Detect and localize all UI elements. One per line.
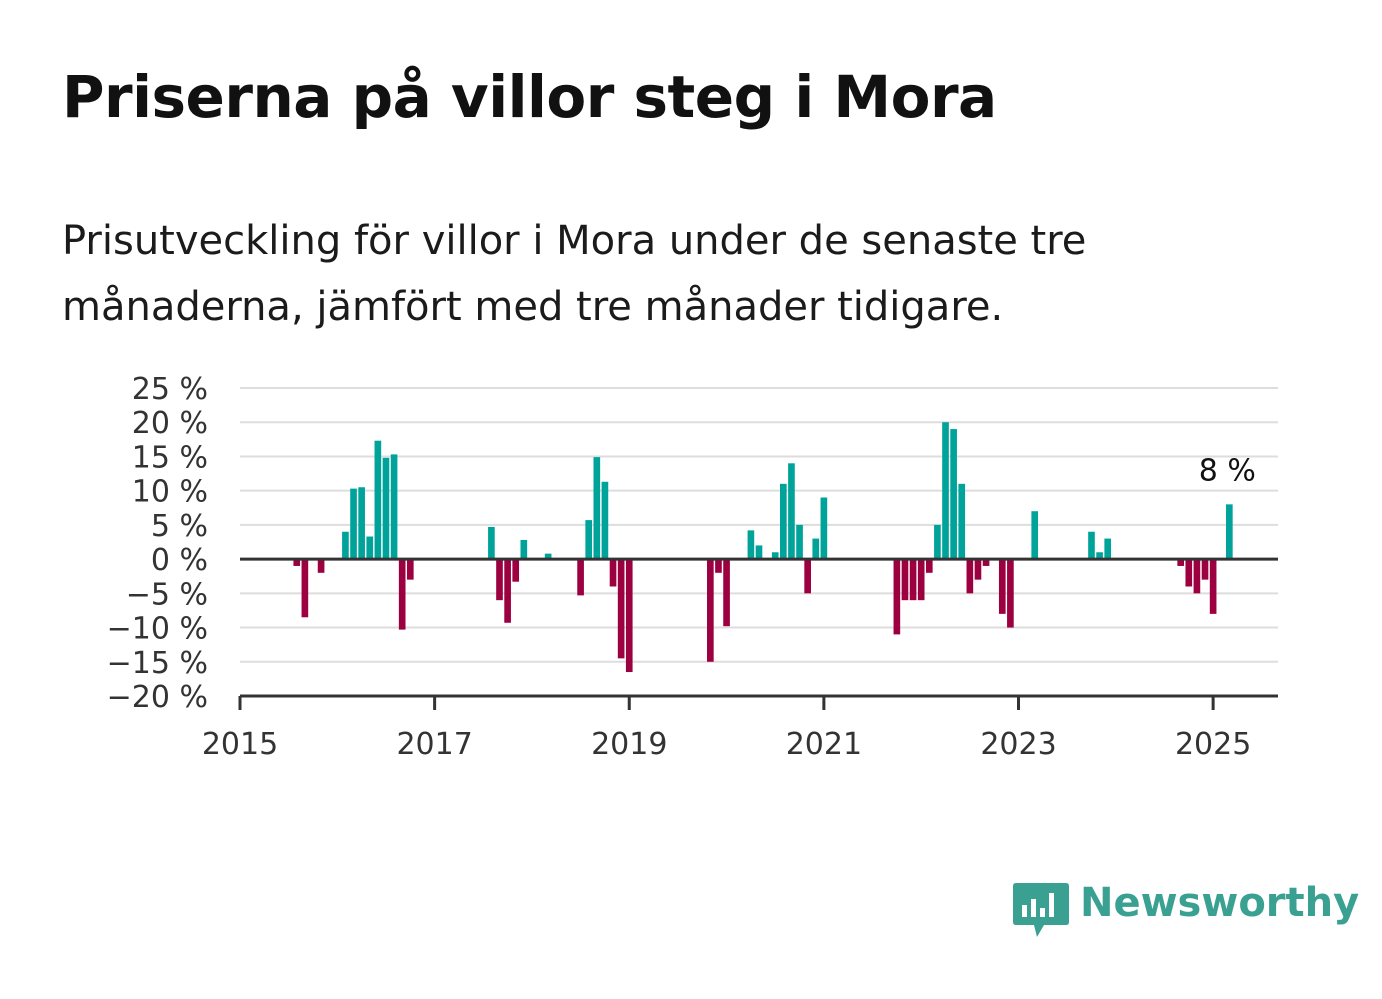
y-tick-label: −15 % (107, 646, 208, 681)
bar (1031, 511, 1039, 560)
bar (1088, 531, 1095, 560)
bar (317, 559, 325, 573)
bar (488, 526, 495, 560)
bar (406, 559, 414, 580)
y-tick-label: 20 % (132, 406, 208, 441)
bar (585, 520, 593, 560)
y-axis-ticks: 25 %20 %15 %10 %5 %0 %−5 %−10 %−15 %−20 … (107, 372, 208, 715)
bar (577, 559, 584, 596)
bar (771, 552, 779, 560)
bar (1185, 559, 1193, 587)
bar (1209, 559, 1217, 614)
bar (390, 454, 398, 560)
bar (1177, 559, 1185, 566)
bar (812, 538, 820, 560)
bar (966, 559, 974, 594)
grid-lines (240, 387, 1278, 663)
bar (755, 545, 763, 560)
bar (723, 559, 730, 627)
bar (715, 559, 722, 573)
bar (934, 524, 941, 560)
bar (496, 559, 503, 601)
bar (301, 559, 309, 618)
bar (601, 481, 609, 560)
bars (293, 422, 1233, 673)
axes (240, 557, 1278, 698)
y-tick-label: 10 % (132, 475, 208, 510)
bar (901, 559, 909, 601)
bar (617, 559, 625, 659)
bar (625, 559, 633, 673)
bar (1007, 559, 1014, 628)
x-tick-label: 2015 (202, 727, 278, 762)
bar (982, 559, 990, 566)
chart-subtitle: Prisutveckling för villor i Mora under d… (62, 218, 1087, 330)
bar (942, 422, 949, 560)
bar (998, 559, 1006, 614)
y-tick-label: 0 % (151, 543, 208, 578)
bar (707, 559, 714, 662)
bar (342, 531, 349, 560)
bar (593, 457, 601, 560)
bar (950, 429, 957, 560)
x-tick-label: 2017 (396, 727, 472, 762)
bar (293, 559, 301, 566)
bar (1201, 559, 1209, 580)
bar (366, 536, 374, 560)
bar (398, 559, 406, 630)
bar-chart-speech-bubble-icon (1013, 883, 1069, 937)
bar (520, 539, 528, 560)
chart-title: Priserna på villor steg i Mora (62, 63, 997, 131)
x-tick-label: 2023 (980, 727, 1056, 762)
y-tick-label: −20 % (107, 680, 208, 715)
bar (925, 559, 933, 573)
y-tick-label: −5 % (126, 577, 208, 612)
bar (958, 483, 966, 560)
y-tick-label: −10 % (107, 612, 208, 647)
y-tick-label: 15 % (132, 440, 208, 475)
bar (893, 559, 901, 635)
bar (747, 530, 755, 560)
bar (1096, 552, 1103, 560)
bar (512, 559, 520, 582)
bar (1226, 504, 1233, 560)
bar (1104, 538, 1112, 560)
bar (358, 487, 365, 560)
bar (909, 559, 917, 601)
newsworthy-logo: Newsworthy (1010, 880, 1359, 942)
bar (788, 463, 795, 560)
x-tick-label: 2025 (1175, 727, 1251, 762)
bar (350, 488, 357, 560)
x-tick-label: 2021 (786, 727, 862, 762)
last-value-label: 8 % (1199, 453, 1256, 488)
bar (796, 524, 803, 560)
bar (917, 559, 925, 601)
x-tick-label: 2019 (591, 727, 667, 762)
bar (374, 440, 382, 560)
bar (780, 483, 787, 560)
brand-name: Newsworthy (1080, 880, 1360, 926)
bar (804, 559, 811, 594)
bar (504, 559, 511, 623)
bar (820, 497, 828, 560)
bar (1193, 559, 1201, 594)
bar (974, 559, 982, 580)
y-tick-label: 5 % (151, 509, 208, 544)
bar (544, 553, 552, 560)
bar (609, 559, 617, 587)
y-tick-label: 25 % (132, 372, 208, 407)
bar (382, 457, 390, 560)
x-axis-ticks: 2015 2017 2019 2021 2023 2025 (202, 696, 1251, 762)
